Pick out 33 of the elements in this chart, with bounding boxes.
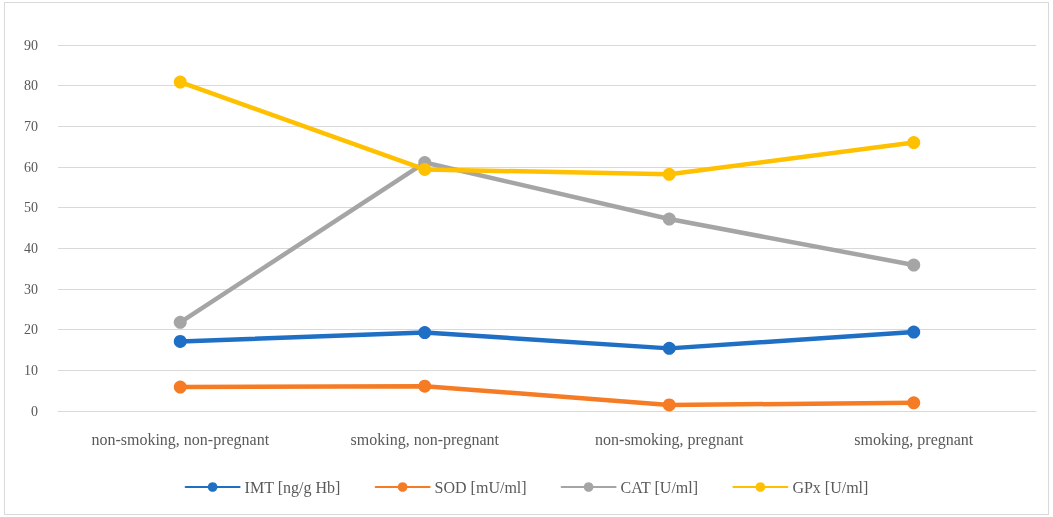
point: [662, 398, 676, 412]
x-tick-label: smoking, non-pregnant: [350, 430, 500, 449]
x-tick-label: non-smoking, non-pregnant: [91, 430, 270, 449]
y-tick-label: 30: [24, 281, 38, 297]
x-tick-label: non-smoking, pregnant: [595, 430, 745, 449]
y-tick-label: 80: [24, 78, 38, 94]
point: [907, 258, 921, 272]
point: [907, 136, 921, 150]
y-tick-label: 50: [24, 200, 38, 216]
legend-label: SOD [mU/ml]: [434, 478, 527, 496]
point: [907, 325, 921, 339]
point: [173, 380, 187, 394]
y-tick-label: 90: [24, 37, 38, 53]
y-tick-label: 40: [24, 240, 38, 256]
legend-label: GPx [U/ml]: [792, 478, 869, 496]
y-tick-label: 10: [24, 362, 38, 378]
point: [907, 396, 921, 410]
point: [173, 75, 187, 89]
x-tick-label: smoking, pregnant: [854, 430, 974, 449]
point: [662, 341, 676, 355]
point: [418, 379, 432, 393]
legend-label: CAT [U/ml]: [620, 478, 699, 496]
point: [173, 334, 187, 348]
y-tick-label: 0: [31, 403, 38, 419]
point: [418, 326, 432, 340]
point: [173, 315, 187, 329]
y-tick-label: 20: [24, 322, 38, 338]
y-tick-label: 60: [24, 159, 38, 175]
point: [662, 167, 676, 181]
point: [418, 162, 432, 176]
y-tick-label: 70: [24, 118, 38, 134]
point: [662, 212, 676, 226]
legend-label: IMT [ng/g Hb]: [244, 478, 341, 497]
